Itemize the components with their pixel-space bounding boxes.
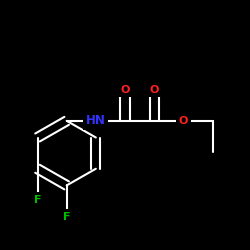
Text: F: F xyxy=(34,195,41,205)
Text: O: O xyxy=(120,84,130,94)
Text: HN: HN xyxy=(86,114,106,127)
Text: F: F xyxy=(63,212,70,222)
Text: O: O xyxy=(150,84,159,94)
Text: O: O xyxy=(179,116,188,126)
